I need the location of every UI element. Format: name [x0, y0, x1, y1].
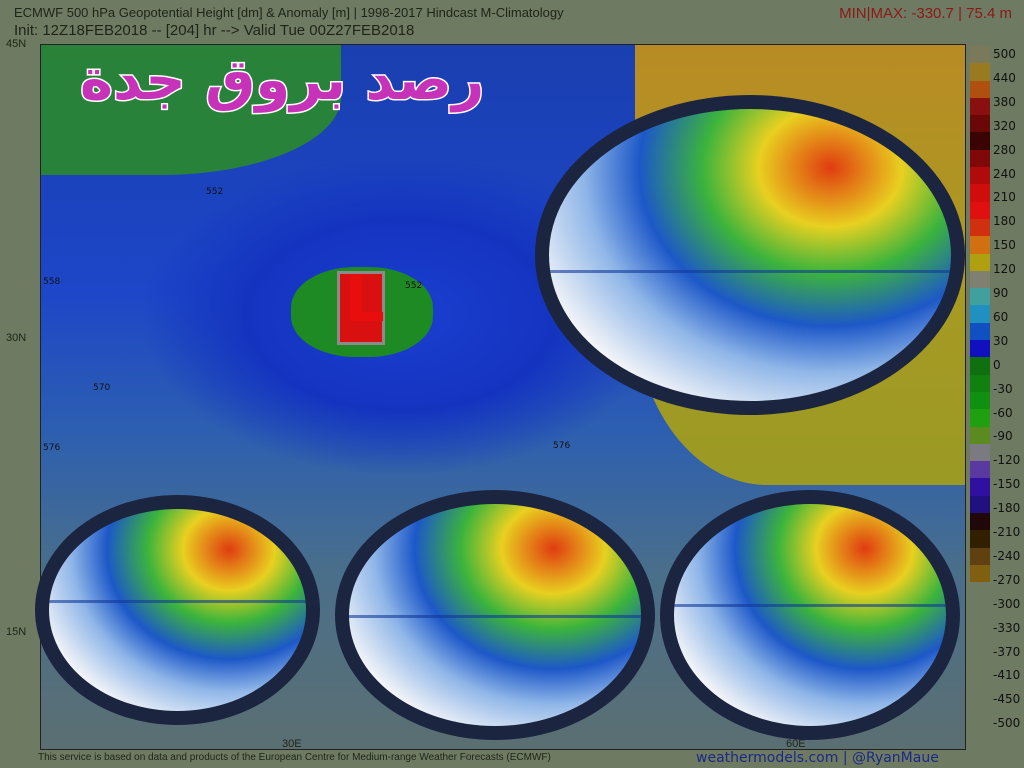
- colorbar-label: -500: [993, 716, 1021, 731]
- colorbar-label: -270: [993, 572, 1021, 587]
- colorbar-swatch: [970, 288, 990, 306]
- colorbar-label: -180: [993, 501, 1021, 516]
- colorbar-swatch: [970, 115, 990, 133]
- colorbar-label: 150: [993, 238, 1016, 253]
- colorbar-swatch: [970, 340, 990, 358]
- colorbar-swatch: [970, 270, 990, 289]
- colorbar-label: 440: [993, 70, 1016, 85]
- colorbar-swatch: [970, 322, 990, 341]
- colorbar-label: -330: [993, 620, 1021, 635]
- min-max-readout: MIN|MAX: -330.7 | 75.4 m: [839, 5, 1012, 22]
- colorbar-swatch: [970, 478, 990, 496]
- colorbar-swatch: [970, 391, 990, 410]
- contour-label: 570: [93, 383, 111, 393]
- contour-label: 558: [43, 277, 61, 287]
- colorbar-label: -410: [993, 668, 1021, 683]
- lat-label: 15N: [6, 626, 27, 638]
- colorbar-swatch: [970, 547, 990, 565]
- inset-lightning-map: [35, 495, 320, 725]
- colorbar-swatch: [970, 80, 990, 98]
- lat-label: 30N: [6, 332, 27, 344]
- colorbar-label: 280: [993, 142, 1016, 157]
- colorbar-label: -370: [993, 644, 1021, 659]
- colorbar-label: 320: [993, 118, 1016, 133]
- footer-disclaimer: This service is based on data and produc…: [38, 752, 551, 763]
- colorbar-label: 380: [993, 94, 1016, 109]
- colorbar-label: 60: [993, 309, 1009, 324]
- colorbar-swatch: [970, 132, 990, 150]
- colorbar-label: 30: [993, 333, 1009, 348]
- colorbar-label: -150: [993, 477, 1021, 492]
- colorbar: [970, 46, 990, 583]
- colorbar-swatch: [970, 357, 990, 375]
- colorbar-label: -60: [993, 405, 1013, 420]
- colorbar-swatch: [970, 97, 990, 116]
- colorbar-swatch: [970, 443, 990, 462]
- contour-label: 576: [43, 443, 61, 453]
- colorbar-label: -90: [993, 429, 1013, 444]
- lon-label: 30E: [282, 738, 302, 750]
- colorbar-label: -120: [993, 453, 1021, 468]
- colorbar-label: 120: [993, 262, 1016, 277]
- colorbar-swatch: [970, 149, 990, 168]
- colorbar-label: 0: [993, 357, 1001, 372]
- colorbar-label: 210: [993, 190, 1016, 205]
- colorbar-swatch: [970, 253, 990, 271]
- colorbar-label: -300: [993, 596, 1021, 611]
- colorbar-label: -210: [993, 525, 1021, 539]
- colorbar-label: 500: [993, 47, 1016, 61]
- colorbar-swatch: [970, 46, 990, 64]
- colorbar-swatch: [970, 564, 990, 583]
- colorbar-swatch: [970, 495, 990, 514]
- colorbar-label: -450: [993, 692, 1021, 707]
- colorbar-label: 90: [993, 286, 1009, 300]
- colorbar-swatch: [970, 236, 990, 254]
- colorbar-swatch: [970, 461, 990, 479]
- colorbar-label: -30: [993, 381, 1013, 396]
- inset-lightning-map: [535, 95, 965, 415]
- colorbar-label: 240: [993, 166, 1016, 181]
- colorbar-swatch: [970, 426, 990, 444]
- map-title: ECMWF 500 hPa Geopotential Height [dm] &…: [14, 5, 564, 20]
- colorbar-swatch: [970, 409, 990, 427]
- inset-lightning-map: [335, 490, 655, 740]
- colorbar-swatch: [970, 513, 990, 531]
- colorbar-swatch: [970, 167, 990, 185]
- colorbar-label: 180: [993, 214, 1016, 229]
- colorbar-label: -240: [993, 548, 1021, 563]
- colorbar-swatch: [970, 305, 990, 323]
- lon-label: 60E: [786, 738, 806, 750]
- contour-label: 552: [206, 187, 224, 197]
- footer-brand: weathermodels.com | @RyanMaue: [696, 750, 939, 766]
- colorbar-swatch: [970, 201, 990, 219]
- colorbar-swatch: [970, 218, 990, 237]
- colorbar-swatch: [970, 374, 990, 392]
- contour-label: 552: [405, 281, 423, 291]
- colorbar-swatch: [970, 184, 990, 202]
- colorbar-swatch: [970, 530, 990, 548]
- lat-label: 45N: [6, 38, 27, 50]
- low-pressure-symbol: L: [337, 268, 385, 345]
- overlay-title: رصد بروق جدة: [78, 47, 485, 115]
- init-valid-time: Init: 12Z18FEB2018 -- [204] hr --> Valid…: [14, 22, 415, 39]
- inset-lightning-map: [660, 490, 960, 740]
- colorbar-swatch: [970, 63, 990, 81]
- contour-label: 576: [553, 441, 571, 451]
